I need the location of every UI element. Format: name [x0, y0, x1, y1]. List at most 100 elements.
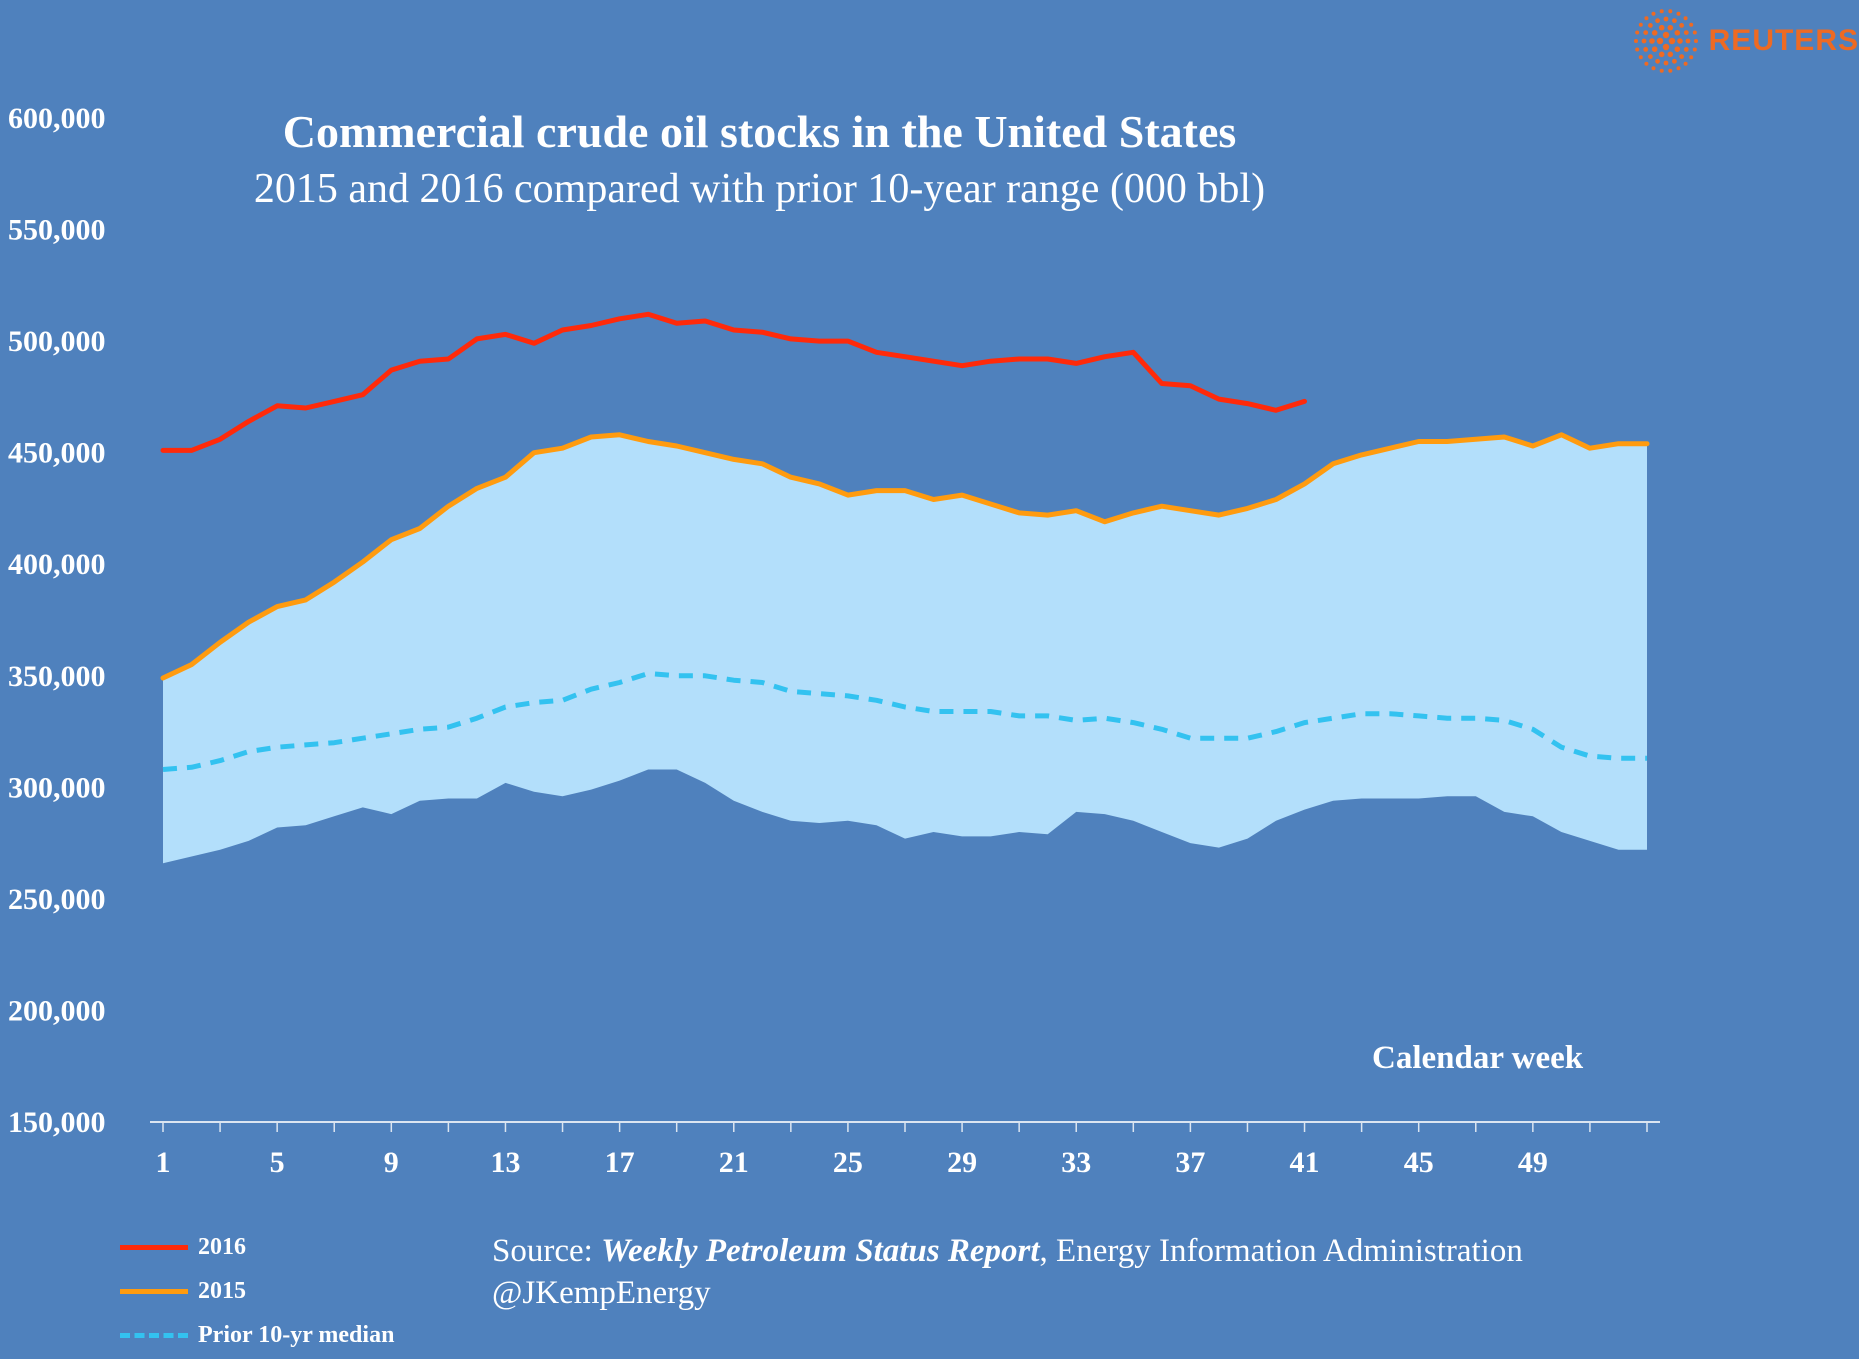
series-line-median — [162, 671, 1647, 772]
logo-dot — [1642, 47, 1648, 52]
y-tick-label: 200,000 — [8, 994, 106, 1027]
source-handle: @JKempEnergy — [492, 1275, 711, 1311]
legend-item-median: Prior 10-yr median — [120, 1313, 394, 1357]
logo-dot — [1663, 60, 1669, 66]
legend-label-median: Prior 10-yr median — [198, 1321, 395, 1348]
reuters-logo: REUTERS — [1633, 6, 1859, 76]
logo-dot — [1658, 24, 1665, 31]
logo-dot — [1658, 51, 1665, 58]
x-tick-label: 25 — [833, 1146, 863, 1179]
logo-dot — [1662, 43, 1669, 51]
x-tick-label: 49 — [1518, 1146, 1548, 1179]
logo-dot — [1667, 24, 1673, 31]
logo-dot — [1642, 30, 1648, 35]
logo-dot — [1683, 61, 1688, 66]
chart-title: Commercial crude oil stocks in the Unite… — [282, 106, 1237, 157]
x-tick-label: 5 — [270, 1146, 285, 1179]
logo-dot — [1654, 18, 1660, 24]
logo-dot — [1633, 39, 1638, 43]
logo-dot — [1688, 55, 1693, 60]
logo-dot — [1683, 47, 1689, 52]
legend: 2016 2015 Prior 10-yr median — [120, 1225, 394, 1357]
logo-dot — [1648, 38, 1655, 44]
y-tick-label: 400,000 — [8, 548, 106, 581]
x-tick-label: 9 — [384, 1146, 399, 1179]
logo-dot — [1671, 18, 1677, 24]
logo-dot — [1692, 47, 1697, 52]
y-tick-label: 550,000 — [8, 214, 106, 247]
logo-dot — [1638, 55, 1643, 60]
y-tick-label: 600,000 — [8, 102, 106, 135]
logo-dot — [1651, 30, 1658, 36]
logo-text: REUTERS — [1708, 24, 1859, 57]
logo-dot — [1676, 11, 1681, 16]
logo-dot — [1659, 68, 1664, 73]
logo-dot — [1678, 23, 1684, 28]
source-line: Source: Weekly Petroleum Status Report, … — [492, 1230, 1523, 1272]
y-tick-label: 500,000 — [8, 325, 106, 358]
logo-dot — [1692, 30, 1697, 35]
logo-dot — [1667, 9, 1672, 14]
logo-dot — [1641, 38, 1647, 44]
logo-dot — [1634, 30, 1639, 35]
legend-swatch-median — [120, 1332, 188, 1338]
plot-area: 1 5 9 13 17 21 25 29 33 37 41 45 49 150,000 200,000 250… — [8, 102, 1660, 1179]
y-tick-label: 350,000 — [8, 660, 106, 693]
x-tick-label: 21 — [719, 1146, 749, 1179]
source-report: Weekly Petroleum Status Report — [601, 1233, 1040, 1269]
logo-dot — [1662, 31, 1669, 39]
logo-dot — [1663, 16, 1669, 22]
logo-dot — [1683, 16, 1688, 21]
logo-dot — [1651, 66, 1656, 71]
logo-dot — [1667, 51, 1673, 58]
logo-dot — [1656, 37, 1663, 45]
logo-dot — [1647, 23, 1653, 28]
logo-dot — [1638, 22, 1643, 27]
source-prefix: Source: — [492, 1233, 602, 1269]
logo-dot — [1693, 39, 1698, 43]
x-tick-label: 33 — [1061, 1146, 1091, 1179]
series-line-2016 — [160, 311, 1307, 453]
range-band — [163, 434, 1647, 864]
logo-dot — [1654, 58, 1660, 64]
y-tick-label: 150,000 — [8, 1106, 106, 1139]
x-axis-label: Calendar week — [1372, 1040, 1584, 1076]
logo-dot — [1644, 61, 1649, 66]
legend-swatch-2016 — [120, 1244, 188, 1250]
y-tick-label: 450,000 — [8, 437, 106, 470]
chart-subtitle: 2015 and 2016 compared with prior 10-yea… — [253, 166, 1266, 212]
legend-item-2016: 2016 — [120, 1225, 394, 1269]
legend-swatch-2015 — [120, 1288, 188, 1294]
logo-dot — [1659, 9, 1664, 14]
logo-dot — [1688, 22, 1693, 27]
x-tick-label: 1 — [156, 1146, 171, 1179]
legend-item-2015: 2015 — [120, 1269, 394, 1313]
y-tick-label: 250,000 — [8, 883, 106, 916]
x-tick-label: 17 — [605, 1146, 635, 1179]
x-tick-label: 37 — [1175, 1146, 1205, 1179]
logo-dot — [1671, 58, 1677, 64]
x-tick-label: 41 — [1290, 1146, 1320, 1179]
x-tick-label: 29 — [947, 1146, 977, 1179]
x-tick-label: 45 — [1404, 1146, 1434, 1179]
logo-dot — [1634, 47, 1639, 52]
y-tick-label: 300,000 — [8, 771, 106, 804]
source-note: Source: Weekly Petroleum Status Report, … — [492, 1230, 1523, 1314]
logo-dot — [1678, 54, 1684, 59]
x-tick-label: 13 — [490, 1146, 520, 1179]
reuters-dot-globe-icon — [1633, 9, 1698, 73]
logo-dot — [1644, 16, 1649, 21]
source-agency: , Energy Information Administration — [1039, 1233, 1523, 1269]
logo-dot — [1683, 30, 1689, 35]
logo-dot — [1651, 11, 1656, 16]
series-line-2015 — [160, 432, 1650, 681]
logo-dot — [1667, 68, 1672, 73]
logo-dot — [1674, 30, 1680, 36]
logo-dot — [1685, 38, 1691, 44]
legend-label-2015: 2015 — [198, 1277, 246, 1304]
logo-dot — [1676, 38, 1683, 44]
logo-dot — [1676, 66, 1681, 71]
logo-dot — [1674, 46, 1680, 52]
logo-dot — [1647, 54, 1653, 59]
